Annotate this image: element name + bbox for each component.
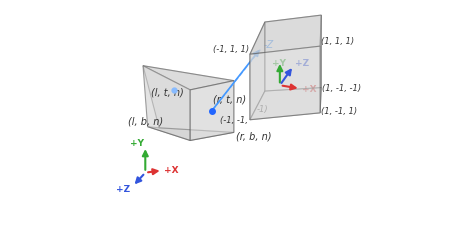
Text: +Y: +Y	[130, 138, 144, 147]
Polygon shape	[250, 88, 321, 120]
Polygon shape	[143, 66, 234, 133]
Text: -Z: -Z	[264, 40, 274, 50]
Polygon shape	[190, 81, 234, 141]
Text: (-1, 1, 1): (-1, 1, 1)	[212, 45, 249, 54]
Text: (-1, -1,: (-1, -1,	[220, 116, 248, 125]
Text: (l, t, n): (l, t, n)	[151, 87, 184, 97]
Polygon shape	[143, 66, 190, 141]
Text: (1, -1, 1): (1, -1, 1)	[321, 106, 357, 115]
Text: (r, t, n): (r, t, n)	[213, 94, 246, 104]
Text: +X: +X	[302, 84, 317, 93]
Text: (r, b, n): (r, b, n)	[236, 131, 272, 141]
Polygon shape	[250, 16, 321, 55]
Polygon shape	[250, 47, 320, 120]
Polygon shape	[148, 127, 234, 141]
Text: +X: +X	[164, 165, 179, 174]
Text: (1, -1, -1): (1, -1, -1)	[322, 84, 361, 93]
Polygon shape	[250, 23, 265, 120]
Polygon shape	[265, 16, 321, 92]
Text: -1): -1)	[257, 104, 268, 113]
Polygon shape	[320, 16, 321, 113]
Text: (l, b, n): (l, b, n)	[128, 116, 163, 126]
Text: (1, 1, 1): (1, 1, 1)	[321, 37, 354, 46]
Text: +Z: +Z	[295, 59, 309, 68]
Polygon shape	[143, 66, 234, 90]
Text: +Y: +Y	[272, 58, 286, 67]
Text: +Z: +Z	[116, 184, 130, 194]
